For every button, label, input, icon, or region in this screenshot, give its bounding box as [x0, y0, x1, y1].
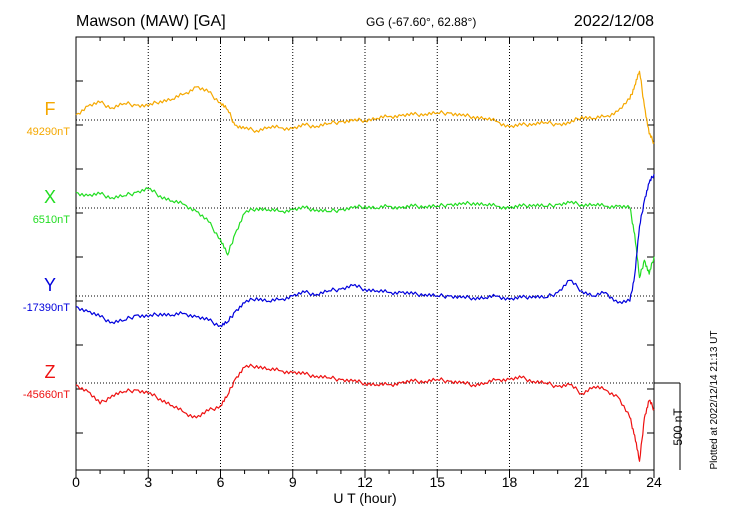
series-line-y — [75, 174, 655, 328]
coordinates-label: GG (-67.60°, 62.88°) — [366, 15, 476, 29]
series-baseline-y: -17390nT — [23, 302, 70, 314]
series-line-z — [75, 363, 655, 462]
x-tick-label: 18 — [502, 474, 518, 490]
series-baseline-f: 49290nT — [27, 126, 71, 138]
series-line-f — [75, 70, 655, 144]
x-tick-label: 24 — [646, 474, 662, 490]
series-line-x — [75, 187, 655, 279]
x-tick-labels: 0 3 6 9 12 15 18 21 24 — [72, 474, 662, 490]
plotted-timestamp: Plotted at 2022/12/14 21:13 UT — [709, 331, 720, 470]
date-label: 2022/12/08 — [574, 13, 654, 30]
x-tick-label: 12 — [357, 474, 373, 490]
scale-bar-label: 500 nT — [671, 408, 685, 446]
series-name-y: Y — [44, 275, 56, 295]
series-name-x: X — [44, 187, 56, 207]
grid-lines — [147, 37, 583, 470]
series-name-z: Z — [45, 362, 56, 382]
station-title: Mawson (MAW) [GA] — [76, 13, 226, 30]
x-tick-label: 3 — [144, 474, 152, 490]
series-baseline-z: -45660nT — [23, 389, 70, 401]
series-baseline-x: 6510nT — [33, 214, 71, 226]
x-tick-label: 9 — [289, 474, 297, 490]
x-tick-label: 15 — [429, 474, 445, 490]
series-labels: F 49290nT X 6510nT Y -17390nT Z -45660nT — [23, 99, 70, 401]
x-axis-label: U T (hour) — [333, 490, 396, 506]
x-tick-label: 0 — [72, 474, 80, 490]
series-name-f: F — [45, 99, 56, 119]
axis-ticks — [75, 37, 655, 478]
x-tick-label: 21 — [574, 474, 590, 490]
x-tick-label: 6 — [217, 474, 225, 490]
scale-bar: 500 nT — [654, 382, 685, 470]
series-lines — [75, 70, 655, 462]
